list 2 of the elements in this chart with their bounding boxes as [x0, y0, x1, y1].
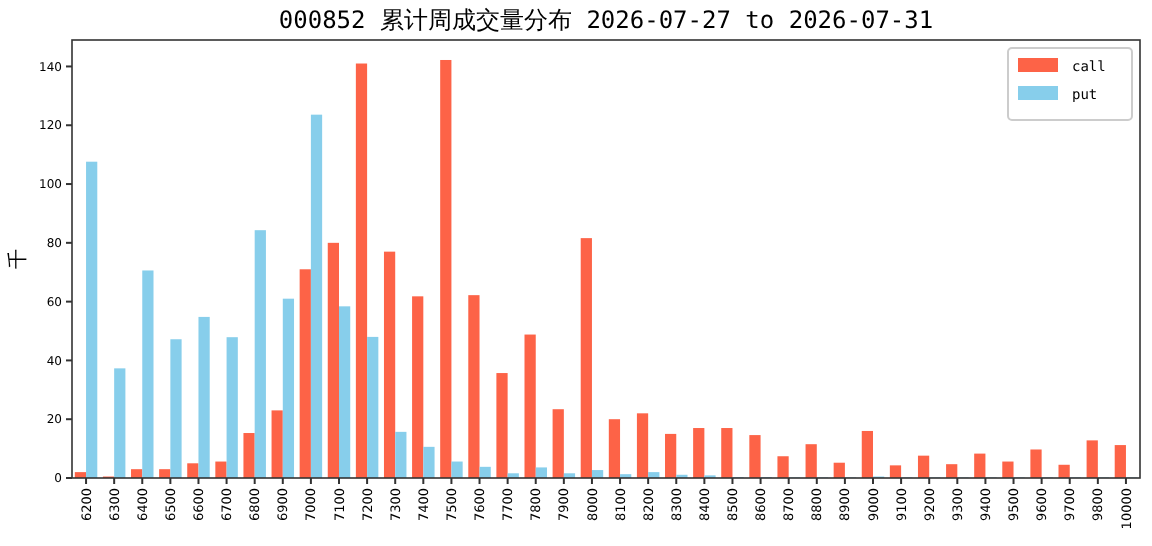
y-axis-title: 千 — [6, 249, 30, 269]
chart-title: 000852 累计周成交量分布 2026-07-27 to 2026-07-31 — [278, 6, 934, 34]
